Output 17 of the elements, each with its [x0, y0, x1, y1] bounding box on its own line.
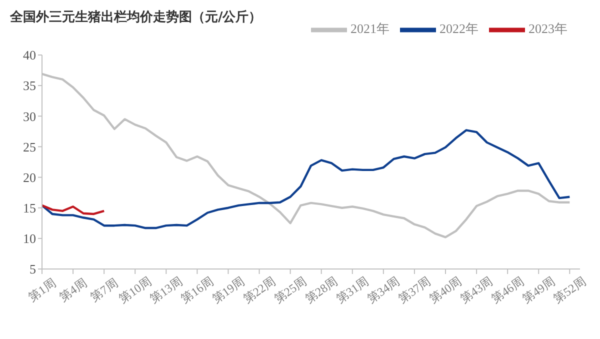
y-tick-label: 10 — [23, 231, 36, 246]
chart-title: 全国外三元生猪出栏均价走势图（元/公斤） — [10, 8, 262, 26]
legend-label: 2021年 — [350, 20, 390, 36]
x-tick-label: 第7周 — [88, 276, 120, 304]
y-tick-label: 30 — [23, 108, 36, 124]
y-tick-label: 40 — [23, 48, 36, 63]
legend-label: 2023年 — [528, 20, 568, 36]
x-tick-label: 第1周 — [26, 276, 58, 304]
line-series — [40, 129, 571, 230]
legend-label: 2022年 — [440, 20, 478, 36]
y-tick-label: 25 — [23, 139, 36, 154]
y-tick-label: 15 — [23, 200, 36, 216]
y-tick-label: 20 — [23, 170, 36, 185]
y-tick-label: 5 — [30, 262, 36, 277]
x-tick-label: 第4周 — [56, 276, 90, 304]
line-series — [40, 204, 106, 216]
y-tick-label: 35 — [23, 78, 36, 94]
